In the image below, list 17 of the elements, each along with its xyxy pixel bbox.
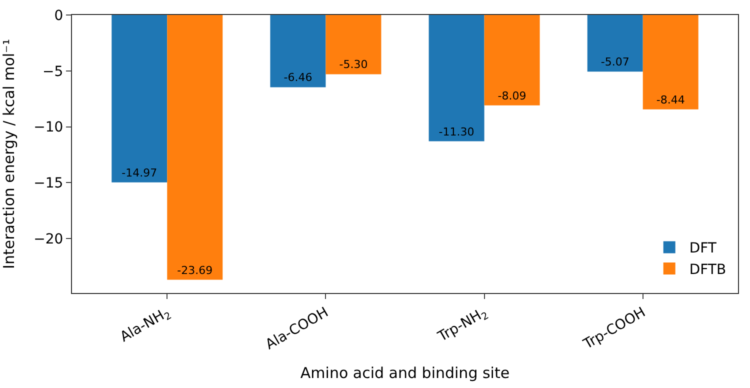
y-tick-label: −10 — [34, 120, 64, 136]
y-axis-title: Interaction energy / kcal mol⁻¹ — [0, 39, 18, 269]
y-tick-label: −20 — [34, 231, 64, 248]
data-label: -14.97 — [122, 166, 158, 180]
legend-label: DFT — [689, 240, 717, 257]
data-label: -8.44 — [656, 93, 685, 106]
data-label: -5.30 — [339, 58, 368, 72]
y-tick-label: 0 — [54, 8, 64, 24]
data-label: -23.69 — [177, 264, 213, 277]
y-tick-label: −15 — [34, 176, 64, 192]
legend-label: DFTB — [689, 262, 726, 278]
y-tick-label: −5 — [42, 64, 64, 80]
data-label: -6.46 — [284, 71, 312, 84]
data-label: -11.30 — [438, 125, 474, 138]
data-label: -8.09 — [498, 89, 526, 102]
data-label: -5.07 — [600, 56, 630, 69]
x-axis-title: Amino acid and binding site — [300, 364, 510, 382]
